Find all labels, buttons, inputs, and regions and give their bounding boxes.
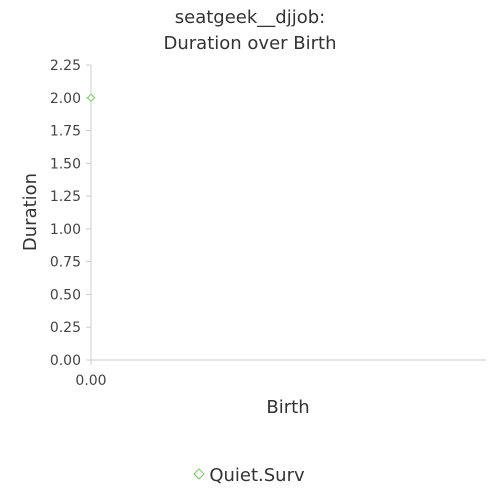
y-tick-label: 0.75 bbox=[50, 255, 81, 271]
y-tick-label: 2.25 bbox=[50, 58, 81, 74]
y-tick-label: 1.00 bbox=[50, 222, 81, 238]
y-tick-label: 0.25 bbox=[50, 320, 81, 336]
data-point bbox=[86, 93, 96, 102]
data-points bbox=[86, 93, 96, 102]
legend-diamond-icon bbox=[193, 468, 205, 480]
legend: Quiet.Surv bbox=[0, 465, 500, 486]
x-tick-label: 0.00 bbox=[75, 373, 106, 389]
y-tick-label: 1.25 bbox=[50, 189, 81, 205]
y-ticks: 0.00 0.25 0.50 0.75 1.00 1.25 1.50 1.75 2.00 2.25 bbox=[50, 58, 91, 369]
y-axis-title: Duration bbox=[20, 173, 41, 251]
y-tick-label: 1.50 bbox=[50, 156, 81, 172]
chart-title-line-2: Duration over Birth bbox=[163, 33, 337, 54]
y-tick-label: 0.50 bbox=[50, 287, 81, 303]
x-ticks: 0.00 bbox=[75, 360, 107, 389]
legend-label: Quiet.Surv bbox=[209, 465, 305, 486]
y-tick-label: 0.00 bbox=[50, 353, 81, 369]
y-tick-label: 2.00 bbox=[50, 91, 81, 107]
chart-title-line-1: seatgeek__djjob: bbox=[174, 7, 326, 28]
y-tick-label: 1.75 bbox=[50, 124, 81, 140]
axes bbox=[90, 65, 486, 361]
x-axis-title: Birth bbox=[266, 397, 309, 418]
